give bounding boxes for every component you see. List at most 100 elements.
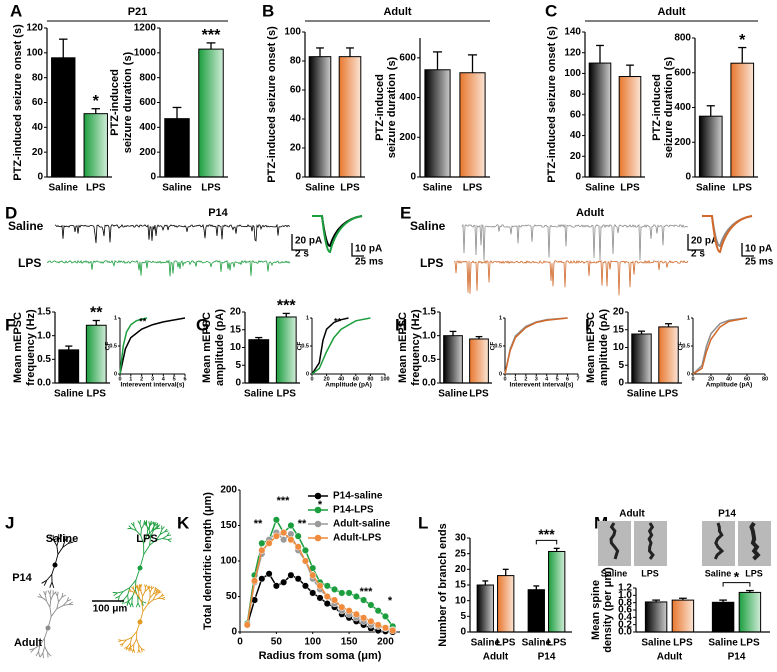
- y-tick-label: 60: [32, 97, 44, 108]
- y-tick-label: 0: [410, 172, 416, 183]
- soma: [138, 620, 143, 625]
- x-tick-label: LPS: [340, 183, 360, 194]
- y-tick-label: 120: [26, 23, 43, 34]
- y-tick-label: 1.5: [37, 307, 51, 318]
- y-tick-label: 0: [114, 371, 117, 377]
- y-axis-label: Mean mEPSC: [585, 312, 597, 383]
- y-tick-label: 20: [455, 564, 467, 575]
- dendrite: [50, 590, 51, 594]
- y-tick-label: 800: [139, 72, 156, 83]
- marker: [346, 590, 353, 597]
- x-tick-label: Saline: [627, 389, 657, 400]
- micrograph: [598, 521, 631, 566]
- panel-letter: B: [262, 1, 274, 20]
- x-tick-label: 100: [380, 376, 389, 382]
- marker: [259, 575, 266, 582]
- y-tick-label: 1200: [134, 23, 157, 34]
- x-tick-label: LPS: [740, 638, 760, 649]
- x-tick-label: Saline: [438, 389, 468, 400]
- panel-letter: L: [418, 513, 428, 532]
- y-tick-label: 40: [570, 130, 582, 141]
- y-tick-label: 15: [613, 324, 625, 335]
- dendrite: [51, 609, 57, 617]
- marker: [288, 536, 295, 543]
- dendrite: [137, 639, 139, 645]
- image-label: LPS: [641, 568, 659, 578]
- y-tick-label: 60: [570, 109, 582, 120]
- dendrite: [141, 591, 143, 596]
- dendrite: [138, 649, 139, 652]
- trace-label: Saline: [410, 219, 446, 233]
- x-tick-label: Saline: [585, 183, 615, 194]
- significance: **: [298, 518, 307, 530]
- dendrite: [57, 592, 58, 596]
- dendrite: [50, 594, 51, 600]
- x-axis-label: Interevent interval(s): [510, 382, 574, 389]
- dendrite: [143, 592, 145, 597]
- x-tick-label: 0: [310, 376, 313, 382]
- y-axis-label: Mean mEPSC: [201, 312, 213, 383]
- marker: [389, 627, 396, 634]
- marker: [295, 575, 302, 582]
- significance: *: [93, 93, 100, 110]
- y-tick-label: 0: [460, 627, 466, 638]
- bar: [659, 327, 678, 383]
- marker: [280, 529, 287, 536]
- x-tick-label: LPS: [469, 389, 489, 400]
- marker: [339, 604, 346, 611]
- trace: [454, 261, 688, 296]
- group-label: Adult: [657, 652, 683, 663]
- y-tick-label: 0.0: [37, 378, 51, 389]
- x-tick-label: LPS: [277, 389, 297, 400]
- scale-label: 100 μm: [93, 604, 128, 615]
- marker: [331, 597, 338, 604]
- y-tick-label: 1: [114, 315, 117, 321]
- dendrite: [135, 580, 136, 590]
- image-label: Saline: [601, 568, 628, 578]
- bar: [86, 325, 106, 383]
- y-axis-label: amplitude (pA): [214, 309, 226, 386]
- bar: [549, 551, 565, 632]
- y-tick-label: 200: [139, 147, 156, 158]
- y-tick-label: 80: [32, 72, 44, 83]
- marker: [280, 536, 287, 543]
- x-tick-label: LPS: [201, 183, 221, 194]
- dendrite: [113, 592, 118, 593]
- bar: [460, 73, 485, 177]
- legend-marker: [315, 521, 322, 528]
- image-label: LPS: [745, 568, 763, 578]
- image-label: Saline: [705, 568, 732, 578]
- bar: [309, 57, 331, 177]
- dendrite: [114, 593, 118, 596]
- significance: ***: [360, 586, 374, 598]
- bar: [276, 317, 296, 383]
- marker: [266, 540, 273, 547]
- y-axis-label: CF: [105, 342, 112, 351]
- significance: **: [334, 316, 342, 326]
- y-axis-label: Number of branch ends: [437, 523, 449, 646]
- y-tick-label: 1: [499, 315, 502, 321]
- bar: [731, 63, 754, 177]
- dendrite: [124, 595, 128, 600]
- y-tick-label: 400: [399, 92, 416, 103]
- marker: [259, 540, 266, 547]
- x-tick-label: Saline: [162, 183, 192, 194]
- y-tick-label: 20: [290, 143, 302, 154]
- panel-letter: C: [545, 1, 557, 20]
- y-axis-label: CF: [297, 342, 304, 351]
- x-tick-label: Saline: [49, 183, 79, 194]
- y-tick-label: 1: [306, 315, 309, 321]
- marker: [288, 572, 295, 579]
- x-tick-label: LPS: [547, 638, 567, 649]
- bar: [249, 340, 269, 383]
- y-axis-label: amplitude (pA): [598, 309, 610, 386]
- bar: [199, 49, 223, 177]
- dendrite: [50, 607, 51, 616]
- y-tick-label: 10: [613, 342, 625, 353]
- row-label: Adult: [14, 637, 42, 649]
- marker: [360, 615, 367, 622]
- x-tick-label: LPS: [463, 183, 483, 194]
- legend-label: P14-saline: [333, 491, 383, 502]
- x-tick-label: 200: [377, 637, 394, 648]
